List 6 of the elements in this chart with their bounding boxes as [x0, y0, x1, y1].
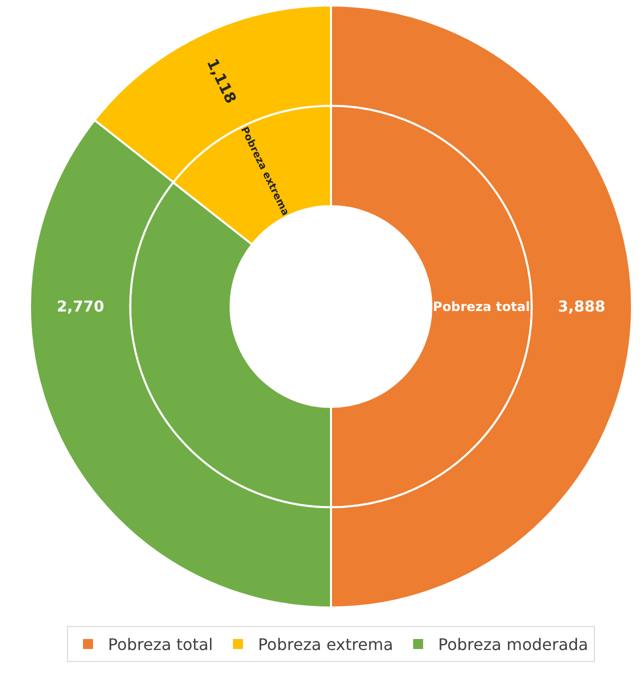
legend-label: Pobreza extrema: [258, 635, 394, 654]
legend-label: Pobreza moderada: [438, 635, 588, 654]
legend-label: Pobreza total: [108, 635, 213, 654]
data-label: 3,888: [558, 298, 606, 316]
data-label: Pobreza total: [432, 300, 530, 315]
data-label: 2,770: [56, 298, 104, 316]
